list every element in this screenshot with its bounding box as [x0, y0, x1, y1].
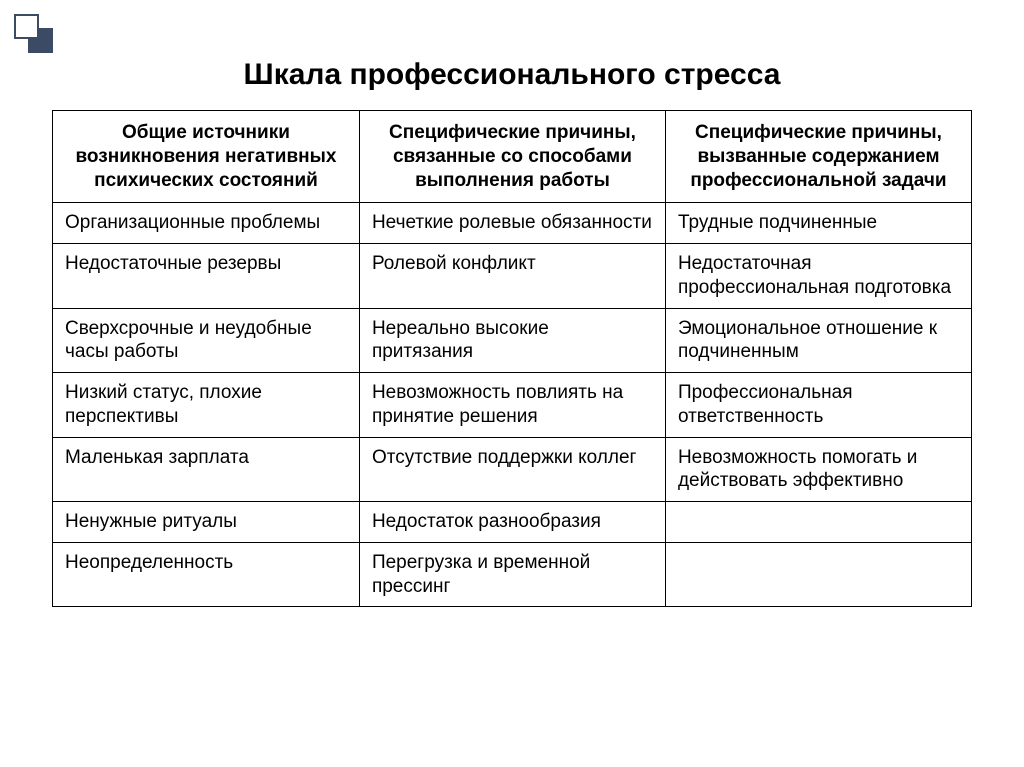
cell: Отсутствие поддержки коллег — [359, 437, 665, 502]
table-row: Низкий статус, плохие перспективы Невозм… — [53, 373, 972, 438]
cell: Ролевой конфликт — [359, 244, 665, 309]
table-header-row: Общие источники возникновения негативных… — [53, 111, 972, 203]
cell: Недостаточные резервы — [53, 244, 360, 309]
corner-square-outline — [14, 14, 39, 39]
cell: Маленькая зарплата — [53, 437, 360, 502]
page-title: Шкала профессионального стресса — [22, 58, 1002, 92]
cell: Эмоциональное отношение к подчиненным — [665, 308, 971, 373]
cell: Недостаток разнообразия — [359, 502, 665, 543]
corner-decoration — [14, 14, 54, 54]
cell: Ненужные ритуалы — [53, 502, 360, 543]
cell: Сверхсрочные и неудобные часы работы — [53, 308, 360, 373]
cell: Нереально высокие притязания — [359, 308, 665, 373]
col-header-2: Специфические причины, связанные со спос… — [359, 111, 665, 203]
cell: Неопределенность — [53, 542, 360, 607]
cell: Профессиональная ответственность — [665, 373, 971, 438]
cell — [665, 542, 971, 607]
table-row: Недостаточные резервы Ролевой конфликт Н… — [53, 244, 972, 309]
stress-scale-table: Общие источники возникновения негативных… — [52, 110, 972, 607]
cell: Перегрузка и временной прессинг — [359, 542, 665, 607]
cell: Невозможность помогать и действовать эфф… — [665, 437, 971, 502]
table-row: Неопределенность Перегрузка и временной … — [53, 542, 972, 607]
table-row: Маленькая зарплата Отсутствие поддержки … — [53, 437, 972, 502]
table-row: Сверхсрочные и неудобные часы работы Нер… — [53, 308, 972, 373]
col-header-1: Общие источники возникновения негативных… — [53, 111, 360, 203]
cell: Трудные подчиненные — [665, 203, 971, 244]
cell: Невозможность повлиять на принятие решен… — [359, 373, 665, 438]
table-row: Ненужные ритуалы Недостаток разнообразия — [53, 502, 972, 543]
cell: Организационные проблемы — [53, 203, 360, 244]
cell: Низкий статус, плохие перспективы — [53, 373, 360, 438]
table-row: Организационные проблемы Нечеткие ролевы… — [53, 203, 972, 244]
cell — [665, 502, 971, 543]
cell: Нечеткие ролевые обязанности — [359, 203, 665, 244]
cell: Недостаточная профессиональная подготовк… — [665, 244, 971, 309]
col-header-3: Специфические причины, вызванные содержа… — [665, 111, 971, 203]
slide-container: Шкала профессионального стресса Общие ис… — [0, 0, 1024, 767]
